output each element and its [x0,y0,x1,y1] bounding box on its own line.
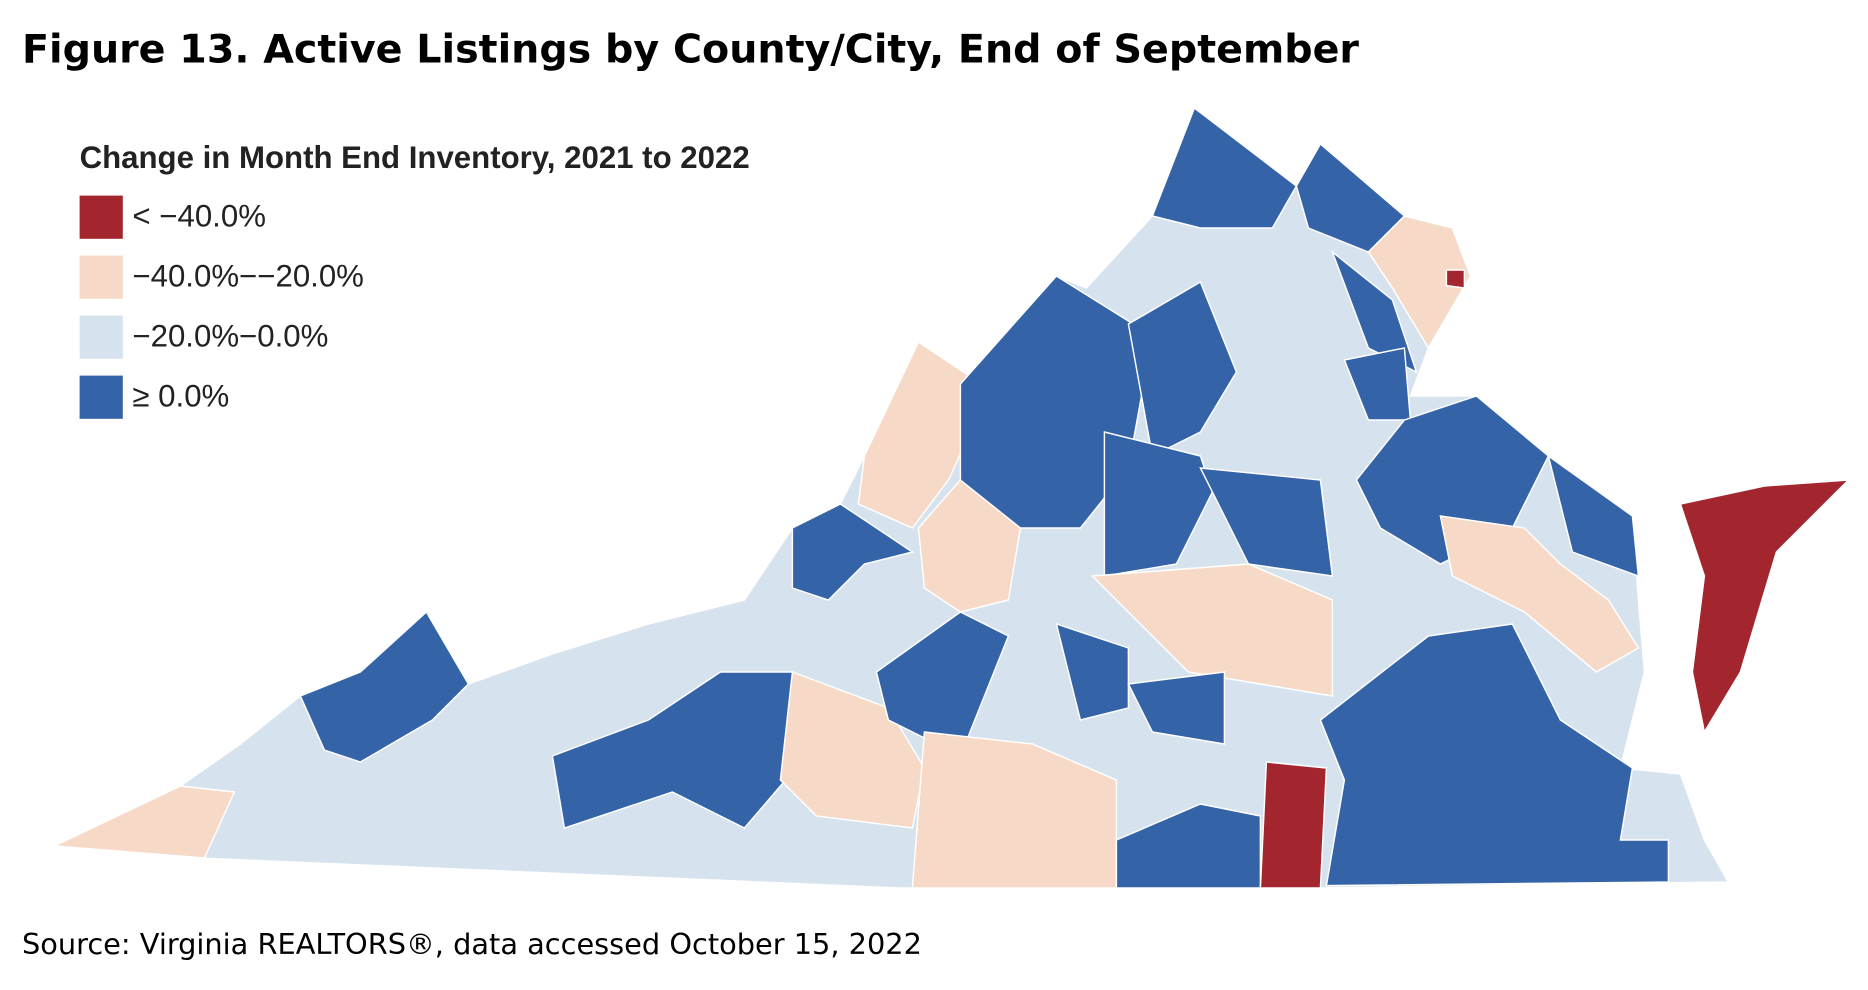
region [1199,467,1334,577]
region [1115,803,1262,889]
region [51,785,236,859]
region [1127,671,1226,745]
region [875,611,1010,757]
region [791,503,915,601]
legend-swatch [79,375,123,419]
region [1055,622,1130,721]
region [1151,106,1298,229]
region [1445,269,1466,289]
region [1330,249,1418,374]
region [1090,563,1334,697]
title: Figure 13. Active Listings by County/Cit… [22,26,1359,72]
legend-label: −20.0%−0.0% [132,319,328,354]
region [1103,431,1214,577]
region [1319,623,1670,887]
legend: < −40.0% −40.0%−−20.0% −20.0%−0.0% ≥ 0.0% [79,195,364,419]
region [911,731,1118,889]
region [1127,280,1238,458]
region [1259,761,1328,889]
legend-swatch [79,315,123,359]
legend-label: ≥ 0.0% [132,379,229,414]
region [1439,515,1640,673]
region [299,610,470,763]
source: Source: Virginia REALTORS®, data accesse… [22,927,922,961]
legend-label: −40.0%−−20.0% [132,259,364,294]
legend-swatch [79,255,123,299]
region [857,340,992,529]
map [51,106,1851,889]
region [1679,479,1851,734]
legend-title: Change in Month End Inventory, 2021 to 2… [80,140,750,175]
region [1355,395,1550,565]
legend-swatch [79,195,123,239]
legend-label: < −40.0% [132,199,266,234]
region [1547,454,1640,578]
region [1367,215,1472,350]
